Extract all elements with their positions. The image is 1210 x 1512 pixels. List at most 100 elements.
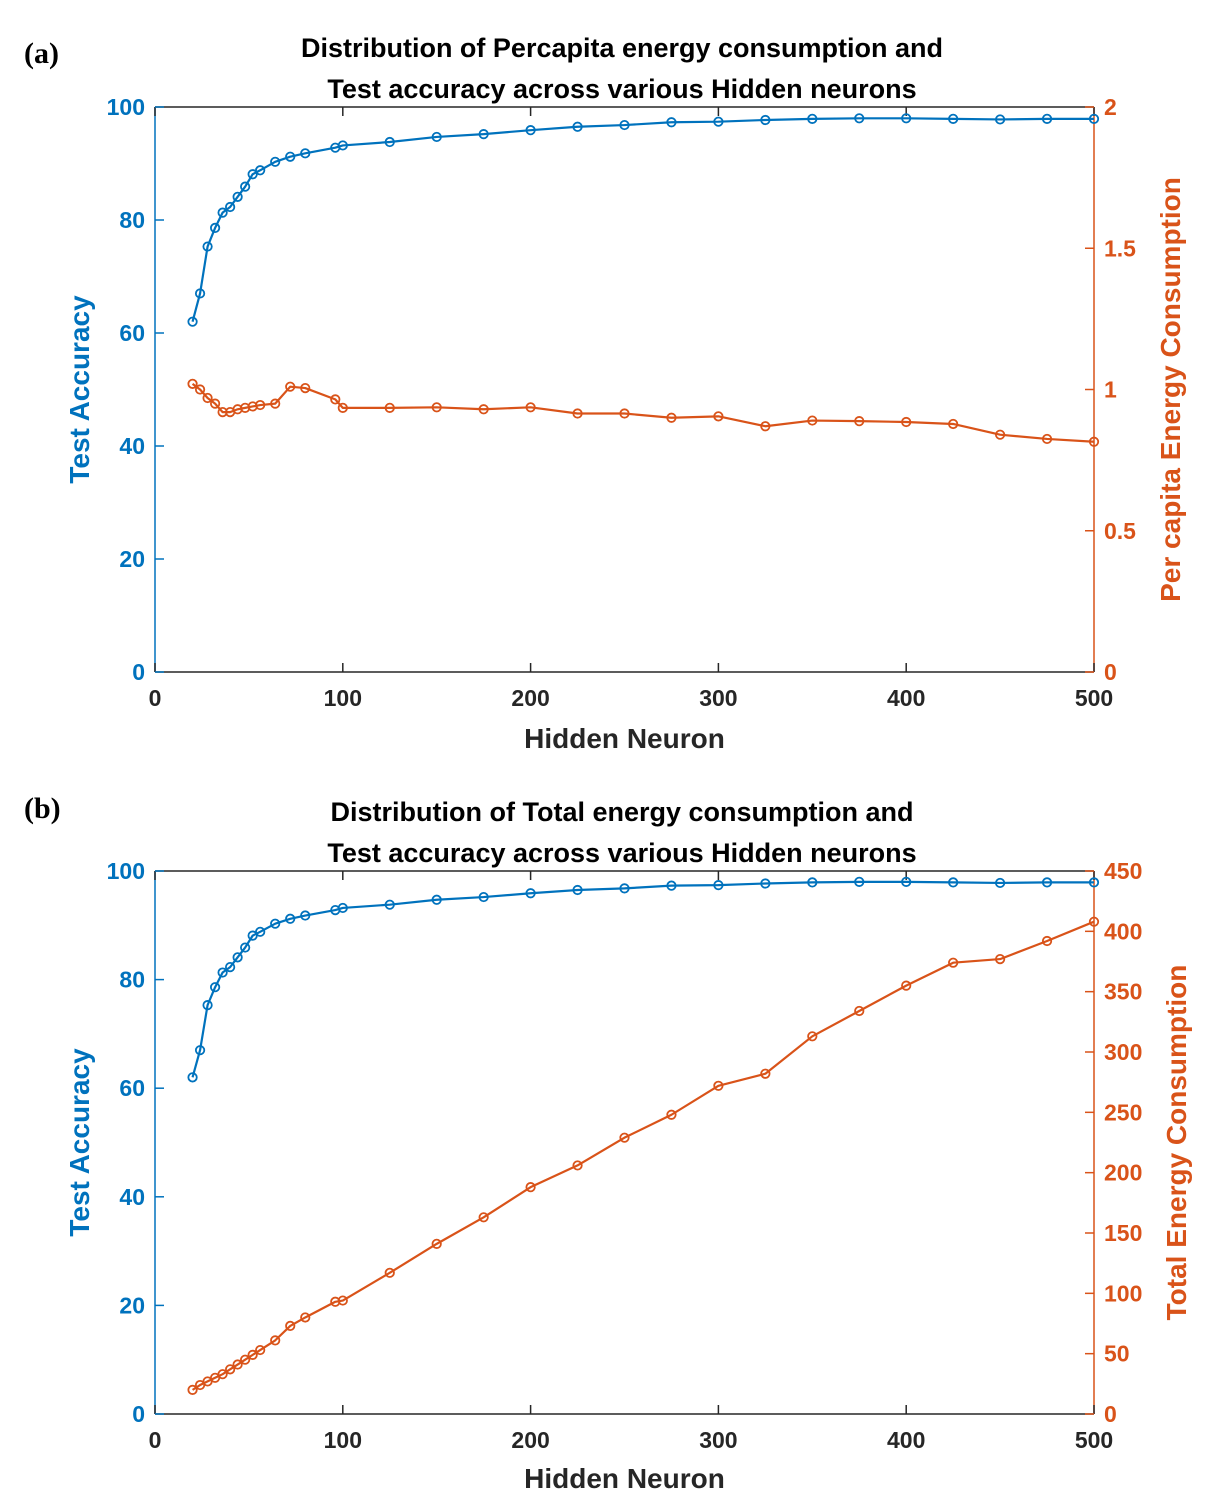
chart-panel-b: (b) Distribution of Total energy consumpt… [24, 792, 1192, 1494]
energy-data-point [1088, 436, 1100, 447]
x-tick-label: 200 [511, 1427, 549, 1453]
energy-data-point [431, 402, 442, 413]
energy-data-point [217, 1369, 228, 1380]
right-y-tick-label: 300 [1104, 1039, 1142, 1065]
accuracy-data-point [337, 140, 348, 151]
accuracy-data-point [217, 207, 228, 218]
energy-data-point [478, 1212, 489, 1223]
right-y-tick-label: 200 [1104, 1160, 1142, 1186]
energy-data-point [187, 1384, 198, 1395]
accuracy-data-point [247, 169, 258, 180]
panel-label: (b) [24, 792, 61, 825]
right-y-axis-label: Total Energy Consumption [1161, 965, 1192, 1321]
accuracy-data-point [232, 191, 243, 202]
accuracy-data-point [217, 967, 228, 978]
accuracy-data-point [255, 165, 266, 176]
accuracy-data-point [300, 148, 311, 159]
energy-data-point [619, 408, 630, 419]
energy-data-point [187, 378, 198, 389]
energy-data-point [255, 1344, 266, 1356]
accuracy-data-point [194, 1045, 206, 1056]
accuracy-data-point [431, 131, 442, 143]
accuracy-data-point [572, 121, 583, 132]
x-tick-label: 0 [149, 685, 162, 711]
right-y-tick-label: 100 [1104, 1280, 1142, 1306]
accuracy-series-line [191, 117, 1094, 322]
right-y-tick-label: 250 [1104, 1099, 1142, 1125]
energy-data-point [194, 384, 206, 395]
x-tick-label: 100 [324, 685, 362, 711]
accuracy-data-point [1088, 113, 1100, 124]
accuracy-data-point [760, 878, 771, 889]
energy-data-point [270, 398, 281, 409]
accuracy-data-point [760, 114, 771, 126]
accuracy-data-point [713, 116, 724, 127]
right-y-tick-label: 150 [1104, 1220, 1142, 1246]
accuracy-data-point [994, 114, 1006, 125]
left-y-tick-label: 0 [132, 659, 145, 685]
accuracy-data-point [210, 222, 221, 234]
left-y-tick-label: 100 [107, 94, 145, 120]
energy-data-point [666, 412, 677, 423]
chart-title-line: Distribution of Total energy consumption… [331, 797, 914, 827]
chart-title-line: Test accuracy across various Hidden neur… [327, 74, 916, 104]
accuracy-data-point [285, 151, 296, 162]
accuracy-data-point [854, 113, 865, 124]
accuracy-data-point [270, 918, 281, 929]
x-tick-label: 200 [511, 685, 549, 711]
energy-data-point [337, 1295, 348, 1306]
left-y-tick-label: 20 [119, 546, 145, 572]
energy-data-point [247, 1349, 258, 1360]
energy-series-line [191, 920, 1095, 1391]
right-y-tick-label: 1 [1104, 377, 1117, 403]
accuracy-data-point [202, 241, 213, 252]
accuracy-data-point [901, 876, 912, 887]
energy-data-point [240, 1354, 251, 1365]
accuracy-data-point [187, 1072, 198, 1083]
accuracy-data-point [240, 942, 251, 953]
accuracy-data-point [713, 880, 724, 891]
right-y-tick-label: 2 [1104, 94, 1117, 120]
energy-data-point [202, 392, 213, 404]
x-tick-label: 0 [149, 1427, 162, 1453]
accuracy-data-point [255, 926, 266, 937]
accuracy-data-point [807, 877, 818, 888]
accuracy-data-point [337, 902, 348, 914]
accuracy-data-point [854, 876, 865, 887]
accuracy-data-point [1041, 877, 1053, 888]
left-y-tick-label: 80 [119, 207, 145, 233]
accuracy-data-point [994, 877, 1006, 889]
energy-data-point [285, 381, 296, 392]
energy-data-point [807, 1031, 818, 1042]
accuracy-data-point [666, 880, 677, 891]
energy-data-point [1041, 433, 1053, 445]
energy-data-point [948, 957, 959, 968]
energy-data-point [431, 1238, 442, 1249]
energy-data-point [760, 1068, 771, 1079]
panel-label: (a) [24, 37, 59, 70]
right-y-tick-label: 450 [1104, 858, 1142, 884]
energy-data-point [994, 429, 1006, 440]
energy-data-point [994, 953, 1006, 965]
right-y-tick-label: 0.5 [1104, 518, 1136, 544]
x-tick-label: 100 [324, 1427, 362, 1453]
energy-data-point [854, 416, 865, 427]
accuracy-data-point [807, 113, 818, 124]
left-y-tick-label: 60 [119, 320, 145, 346]
accuracy-data-point [478, 129, 489, 140]
chart-title-line: Distribution of Percapita energy consump… [301, 33, 943, 63]
accuracy-data-point [901, 113, 912, 124]
accuracy-data-point [285, 913, 296, 924]
energy-data-point [713, 411, 724, 422]
left-y-tick-label: 0 [132, 1401, 145, 1427]
accuracy-data-point [210, 982, 221, 993]
accuracy-series-line [191, 880, 1094, 1078]
accuracy-data-point [619, 119, 630, 131]
accuracy-data-point [225, 201, 236, 213]
energy-data-point [666, 1109, 677, 1120]
accuracy-data-point [948, 113, 959, 124]
energy-data-point [572, 1160, 583, 1171]
energy-data-point [572, 408, 583, 419]
x-tick-label: 400 [887, 685, 925, 711]
energy-data-point [901, 416, 912, 428]
